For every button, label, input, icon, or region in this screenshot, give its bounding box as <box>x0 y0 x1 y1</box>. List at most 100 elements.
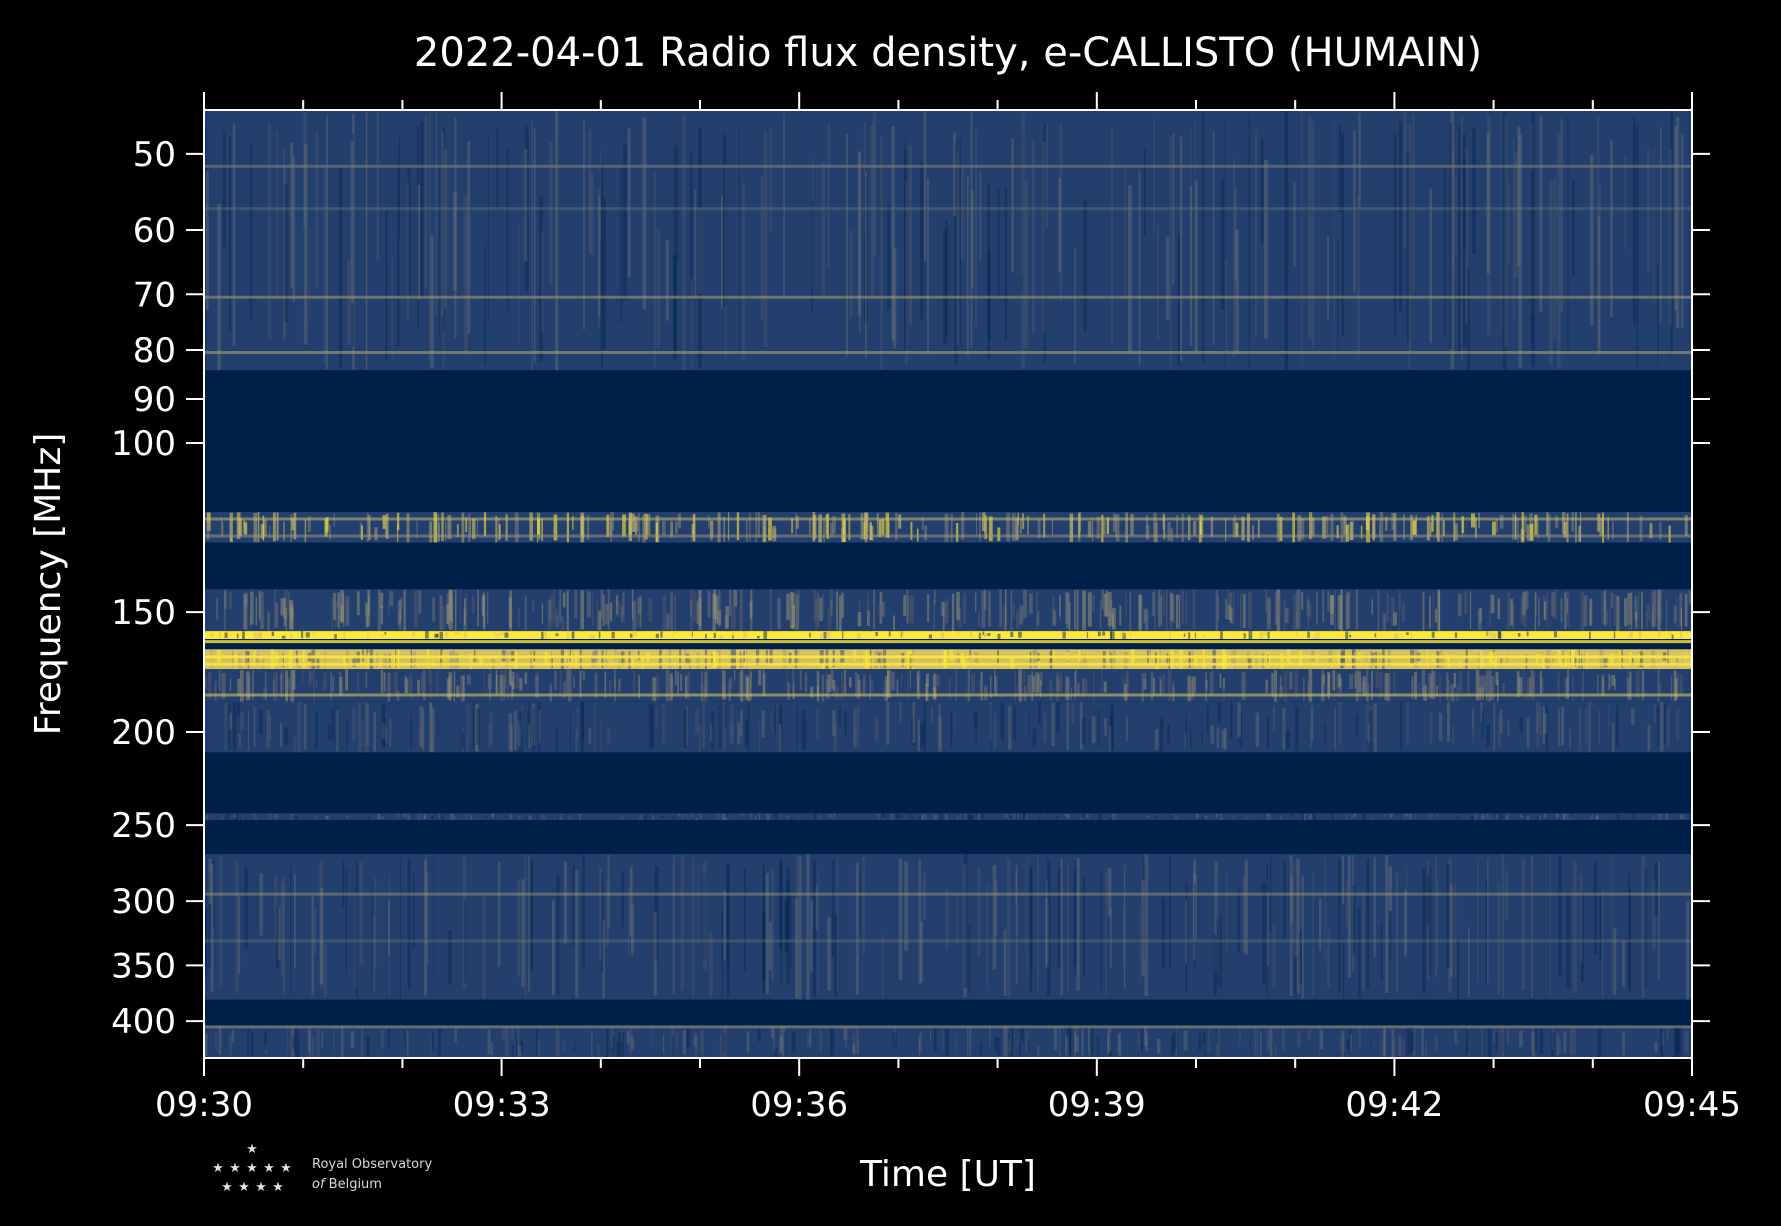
noise-streak <box>1221 649 1226 670</box>
noise-streak <box>486 591 489 625</box>
noise-streak <box>812 512 816 542</box>
noise-streak <box>1098 814 1102 819</box>
logo-belgium: Belgium <box>325 1177 382 1192</box>
noise-streak <box>1506 1027 1510 1043</box>
noise-streak <box>1091 716 1096 744</box>
noise-streak <box>857 612 862 627</box>
noise-streak <box>905 591 909 621</box>
noise-streak <box>863 673 866 698</box>
noise-streak <box>1654 1041 1658 1053</box>
x-tick-label: 09:39 <box>1048 1085 1146 1125</box>
noise-streak <box>1210 672 1212 696</box>
noise-streak <box>1086 632 1089 639</box>
noise-streak <box>1074 589 1076 630</box>
noise-streak <box>989 702 992 741</box>
noise-streak <box>655 633 659 638</box>
noise-streak <box>583 121 585 330</box>
noise-streak <box>978 813 980 821</box>
noise-streak <box>1006 512 1010 542</box>
noise-streak <box>1356 714 1359 738</box>
noise-streak <box>601 650 604 669</box>
noise-streak <box>537 518 540 535</box>
noise-streak <box>673 632 676 635</box>
noise-streak <box>1391 513 1395 531</box>
noise-streak <box>1646 611 1648 628</box>
noise-streak <box>1564 650 1567 667</box>
noise-streak <box>1472 708 1474 734</box>
noise-streak <box>282 147 285 340</box>
noise-streak <box>655 522 658 543</box>
noise-streak <box>1530 670 1535 694</box>
noise-streak <box>1485 670 1489 701</box>
noise-streak <box>214 681 217 701</box>
noise-streak <box>1023 589 1027 618</box>
noise-streak <box>549 141 553 286</box>
noise-streak <box>702 702 705 749</box>
noise-streak <box>1043 513 1046 538</box>
noise-streak <box>855 863 859 995</box>
noise-streak <box>417 126 419 330</box>
noise-streak <box>454 631 458 636</box>
noise-streak <box>1219 917 1222 988</box>
noise-streak <box>1684 515 1688 536</box>
noise-streak <box>1051 702 1055 746</box>
noise-streak <box>1620 649 1623 668</box>
noise-streak <box>1563 1031 1567 1053</box>
noise-streak <box>1106 517 1110 534</box>
noise-streak <box>506 147 509 311</box>
noise-streak <box>1369 706 1373 748</box>
noise-streak <box>844 1033 847 1048</box>
noise-streak <box>234 654 237 663</box>
noise-streak <box>1079 701 1083 750</box>
noise-streak <box>1675 1026 1678 1057</box>
noise-streak <box>883 649 887 669</box>
noise-streak <box>918 1035 920 1056</box>
noise-streak <box>1598 814 1601 819</box>
noise-streak <box>361 1026 364 1057</box>
noise-streak <box>886 701 890 745</box>
noise-streak <box>381 703 386 746</box>
noise-streak <box>276 132 278 294</box>
noise-streak <box>984 685 988 701</box>
noise-streak <box>691 524 693 543</box>
noise-streak <box>216 598 218 621</box>
noise-streak <box>528 724 531 748</box>
frequency-band <box>204 542 1692 590</box>
noise-streak <box>1193 521 1197 536</box>
noise-streak <box>1123 651 1128 670</box>
noise-streak <box>1155 652 1158 666</box>
noise-streak <box>1430 522 1432 537</box>
noise-streak <box>1004 187 1008 341</box>
noise-streak <box>596 598 598 631</box>
noise-streak <box>475 704 478 751</box>
noise-streak <box>431 1031 434 1051</box>
noise-streak <box>1019 1042 1021 1057</box>
noise-streak <box>321 1030 323 1048</box>
noise-streak <box>1628 600 1631 630</box>
noise-streak <box>994 675 997 697</box>
noise-streak <box>384 516 389 538</box>
noise-streak <box>922 872 927 921</box>
noise-streak <box>650 704 654 749</box>
noise-streak <box>272 679 275 694</box>
noise-streak <box>419 726 424 749</box>
noise-streak <box>754 815 757 819</box>
noise-streak <box>1308 814 1313 820</box>
noise-streak <box>1536 816 1538 820</box>
noise-streak <box>1215 872 1217 971</box>
noise-streak <box>575 730 577 751</box>
noise-streak <box>1014 517 1019 541</box>
noise-streak <box>820 633 825 639</box>
noise-streak <box>863 121 866 236</box>
noise-streak <box>1397 1034 1402 1056</box>
noise-streak <box>1458 670 1463 693</box>
noise-streak <box>568 669 572 702</box>
noise-streak <box>1520 597 1524 623</box>
noise-streak <box>1112 608 1116 630</box>
noise-streak <box>829 589 834 608</box>
noise-streak <box>1408 814 1413 819</box>
noise-streak <box>1558 708 1560 747</box>
noise-streak <box>940 632 945 639</box>
noise-streak <box>1086 814 1089 819</box>
noise-streak <box>499 675 504 696</box>
